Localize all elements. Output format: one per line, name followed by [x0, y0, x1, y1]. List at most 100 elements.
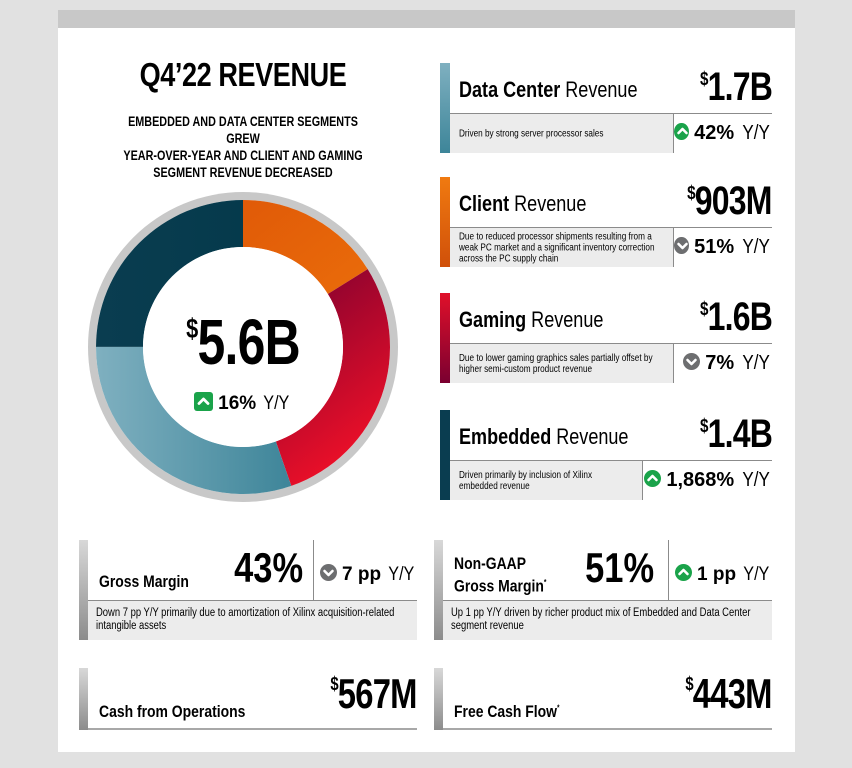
total-revenue-amount: 5.6B: [197, 306, 301, 378]
segment-name: Embedded Revenue: [459, 424, 628, 450]
description-text: Driven by strong server processor sales: [459, 128, 604, 139]
subtitle-line: SEGMENT REVENUE DECREASED: [153, 165, 333, 180]
total-revenue-change: 16% Y/Y: [143, 392, 343, 415]
yy-label: Y/Y: [742, 469, 770, 491]
metric-amount: $443M: [685, 670, 773, 718]
revenue-donut-chart: [88, 192, 398, 502]
total-revenue-value: $5.6B: [165, 305, 321, 379]
segment-amount-value: 1.6B: [707, 295, 773, 339]
gross-margin-panel: Gross Margin 43% 7 pp Y/Y Down 7 pp Y/Y …: [79, 540, 417, 640]
segment-name-light: Revenue: [565, 77, 638, 102]
metric-name-line: Gross Margin: [99, 572, 189, 591]
currency-symbol: $: [687, 183, 696, 204]
divider: [450, 343, 772, 344]
change-value: 1,868%: [666, 469, 735, 491]
metric-value: 51%: [585, 544, 654, 591]
description-text: Up 1 pp Y/Y driven by richer product mix…: [451, 607, 754, 633]
description-line: weak PC market and a significant invento…: [459, 242, 655, 253]
segment-description: Driven by strong server processor sales: [450, 114, 674, 153]
segment-amount-value: 1.7B: [707, 65, 773, 109]
donut-hole: [143, 247, 343, 447]
segment-name-bold: Embedded: [459, 424, 552, 449]
description-text: Down 7 pp Y/Y primarily due to amortizat…: [96, 607, 399, 633]
segment-name-bold: Gaming: [459, 307, 527, 332]
chevron-up-circle-icon: [674, 123, 689, 140]
metric-change: 1 pp Y/Y: [674, 564, 772, 586]
accent-bar: [79, 540, 88, 640]
description-line: segment revenue: [451, 620, 524, 632]
chevron-up-circle-icon: [674, 564, 692, 582]
segment-description: Driven primarily by inclusion of Xilinx e…: [450, 461, 643, 500]
currency-symbol: $: [330, 674, 339, 695]
description-line: Due to lower gaming graphics sales parti…: [459, 352, 653, 364]
donut-slice-gaming: [275, 269, 390, 486]
divider: [668, 540, 669, 600]
top-bar: [58, 10, 795, 28]
divider: [88, 728, 417, 730]
yy-label: Y/Y: [263, 393, 290, 414]
segment-change: 42% Y/Y: [674, 114, 772, 153]
segment-name-light: Revenue: [514, 191, 587, 216]
segment-panel-data-center: Data Center Revenue $1.7B Driven by stro…: [440, 63, 773, 153]
divider: [450, 460, 772, 461]
divider: [88, 600, 417, 601]
footnote-marker: *: [557, 703, 560, 713]
segment-name-light: Revenue: [531, 307, 604, 332]
metric-name-text: Cash from Operations: [99, 702, 246, 721]
currency-symbol: $: [685, 674, 694, 695]
metric-name: Gross Margin: [99, 572, 189, 591]
description-line: embedded revenue: [459, 480, 530, 492]
chevron-up-circle-icon: [643, 470, 661, 487]
segment-amount-value: 1.4B: [707, 412, 773, 456]
segment-name: Data Center Revenue: [459, 77, 638, 103]
currency-symbol: $: [186, 313, 198, 344]
segment-change: 1,868% Y/Y: [642, 461, 772, 500]
segment-description: Due to reduced processor shipments resul…: [450, 228, 674, 267]
change-value: 7 pp: [342, 564, 382, 585]
metric-name: Cash from Operations: [99, 702, 245, 722]
segment-amount: $1.6B: [700, 295, 773, 340]
segment-amount: $903M: [687, 179, 772, 224]
change-value: 1 pp: [697, 564, 737, 585]
accent-bar: [440, 293, 450, 383]
accent-bar: [434, 668, 443, 730]
metric-value: 43%: [234, 544, 303, 591]
currency-symbol: $: [699, 416, 708, 437]
currency-symbol: $: [699, 69, 708, 90]
description-text: Driven primarily by inclusion of Xilinx e…: [459, 470, 592, 492]
segment-name-bold: Data Center: [459, 77, 561, 102]
accent-bar: [434, 540, 443, 640]
metric-name: Non-GAAP Gross Margin*: [454, 554, 546, 596]
segment-description: Due to lower gaming graphics sales parti…: [450, 344, 674, 383]
non-gaap-gross-margin-panel: Non-GAAP Gross Margin* 51% 1 pp Y/Y Up 1 …: [434, 540, 772, 640]
divider: [313, 540, 314, 600]
metric-description: Down 7 pp Y/Y primarily due to amortizat…: [88, 601, 417, 640]
chevron-down-circle-icon: [674, 237, 689, 254]
metric-description: Up 1 pp Y/Y driven by richer product mix…: [443, 601, 772, 640]
description-line: Due to reduced processor shipments resul…: [459, 231, 652, 242]
description-line: Driven primarily by inclusion of Xilinx: [459, 469, 593, 481]
change-value: 51%: [694, 236, 735, 258]
accent-bar: [79, 668, 88, 730]
description-line: across the PC supply chain: [459, 253, 559, 264]
arrow-up-icon: [193, 392, 213, 412]
description-text: Due to reduced processor shipments resul…: [459, 231, 655, 264]
subtitle-line: EMBEDDED AND DATA CENTER SEGMENTS GREW: [128, 114, 358, 146]
yy-label: Y/Y: [742, 352, 770, 374]
accent-bar: [440, 63, 450, 153]
segment-name-light: Revenue: [556, 424, 629, 449]
accent-bar: [440, 410, 450, 500]
yy-label: Y/Y: [742, 122, 770, 144]
description-line: intangible assets: [96, 620, 167, 632]
divider: [450, 227, 772, 228]
cash-from-operations-panel: Cash from Operations $567M: [79, 668, 418, 730]
accent-bar: [440, 177, 450, 267]
metric-change: 7 pp Y/Y: [319, 564, 417, 586]
yy-label: Y/Y: [388, 564, 415, 585]
metric-name: Free Cash Flow*: [454, 702, 560, 722]
change-value: 42%: [694, 122, 735, 144]
footnote-marker: *: [543, 578, 547, 587]
segment-name: Gaming Revenue: [459, 307, 603, 333]
metric-name-line: Gross Margin: [454, 576, 544, 596]
infographic-card: Q4’22 REVENUE EMBEDDED AND DATA CENTER S…: [58, 10, 795, 752]
